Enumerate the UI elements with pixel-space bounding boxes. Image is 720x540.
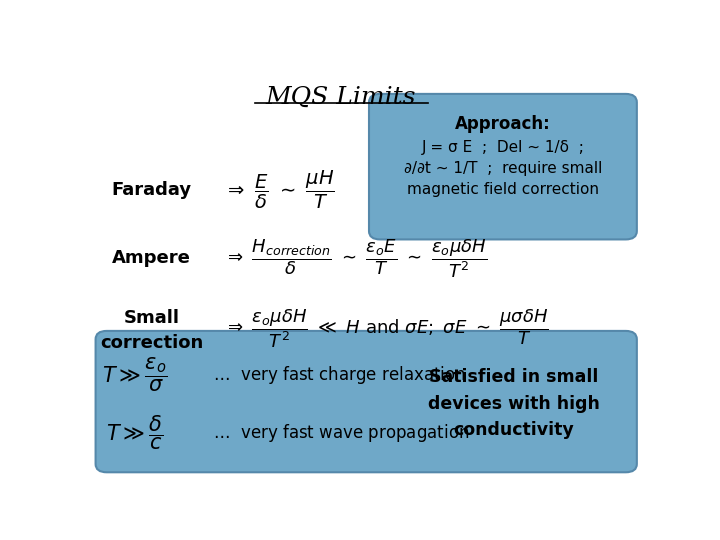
Text: $T \gg \dfrac{\epsilon_o}{\sigma}$: $T \gg \dfrac{\epsilon_o}{\sigma}$ [102,355,168,394]
Text: $\ldots$  very fast wave propagation: $\ldots$ very fast wave propagation [213,422,469,444]
Text: $T \gg \dfrac{\delta}{c}$: $T \gg \dfrac{\delta}{c}$ [106,414,163,452]
FancyBboxPatch shape [369,94,637,239]
Text: Approach:: Approach: [455,114,551,133]
Text: Ampere: Ampere [112,249,191,267]
Text: Small: Small [123,309,179,327]
Text: $\ldots$  very fast charge relaxation: $\ldots$ very fast charge relaxation [213,363,466,386]
Text: Satisfied in small
devices with high
conductivity: Satisfied in small devices with high con… [428,368,600,439]
Text: correction: correction [100,334,203,353]
Text: $\Rightarrow\  \dfrac{E}{\delta}\ \sim\ \dfrac{\mu H}{T}$: $\Rightarrow\ \dfrac{E}{\delta}\ \sim\ \… [224,168,335,211]
Text: $\Rightarrow\ \dfrac{H_{correction}}{\delta}\ \sim\ \dfrac{\epsilon_o E}{T}\ \si: $\Rightarrow\ \dfrac{H_{correction}}{\de… [224,237,487,280]
Text: J = σ E  ;  Del ~ 1/δ  ;
∂/∂t ~ 1/T  ;  require small
magnetic field correction: J = σ E ; Del ~ 1/δ ; ∂/∂t ~ 1/T ; requi… [404,140,602,197]
FancyBboxPatch shape [96,331,637,472]
Text: MQS Limits: MQS Limits [266,85,416,109]
Text: Faraday: Faraday [112,180,192,199]
Text: $\Rightarrow\ \dfrac{\epsilon_o \mu \delta H}{T^2}\ \ll\ H\ \mathrm{and}\ \sigma: $\Rightarrow\ \dfrac{\epsilon_o \mu \del… [224,307,549,350]
